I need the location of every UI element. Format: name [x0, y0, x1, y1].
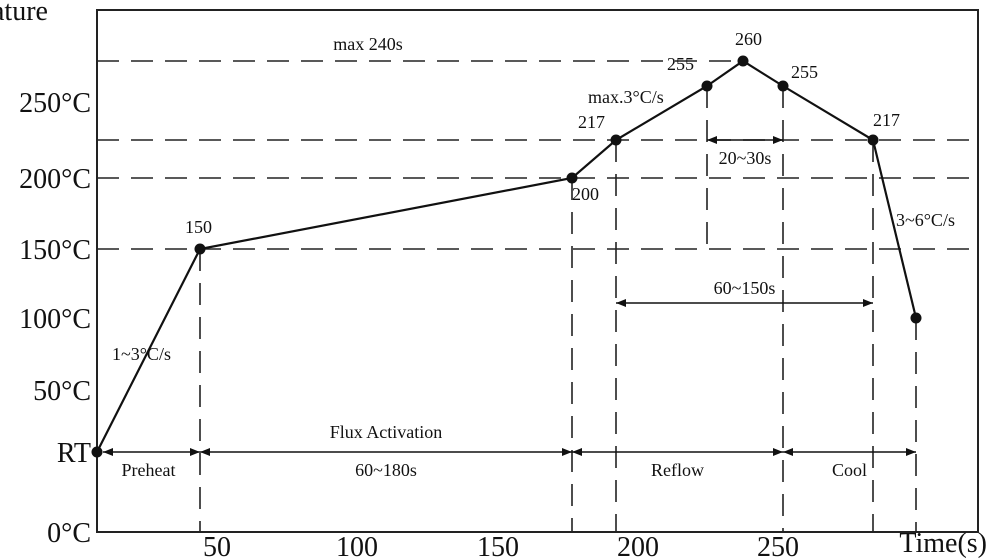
x-tick-label: 50: [203, 532, 231, 560]
arrowhead: [103, 448, 113, 456]
max-time-label: max 240s: [333, 34, 403, 54]
phase-label-cool: Cool: [832, 460, 867, 480]
data-point: [91, 446, 103, 458]
x-axis-title: Time(s): [899, 528, 987, 559]
y-tick-label: 200°C: [19, 164, 91, 195]
x-tick-label: 250: [757, 532, 799, 560]
data-label: 255: [791, 62, 818, 82]
arrowhead: [707, 136, 717, 144]
data-point: [194, 243, 206, 255]
data-point: [910, 312, 922, 324]
arrowhead: [616, 299, 626, 307]
data-label: 200: [572, 184, 599, 204]
plot-frame: [96, 9, 979, 533]
data-point: [737, 55, 749, 67]
arrowhead: [562, 448, 572, 456]
y-tick-label: 0°C: [47, 518, 91, 549]
data-label: 217: [578, 112, 605, 132]
y-tick-label: 100°C: [19, 304, 91, 335]
data-point: [867, 134, 879, 146]
data-label: 217: [873, 110, 900, 130]
y-tick-label: 250°C: [19, 88, 91, 119]
x-tick-label: 200: [617, 532, 659, 560]
phase-label-preheat: Preheat: [122, 460, 176, 480]
data-point: [777, 80, 789, 92]
data-point: [701, 80, 713, 92]
profile-line: [96, 59, 918, 453]
y-axis-title: ature: [0, 0, 48, 27]
data-label: 255: [667, 54, 694, 74]
data-label: 260: [735, 29, 762, 49]
above-liquidus-label: 60~150s: [714, 278, 776, 298]
x-tick-label: 150: [477, 532, 519, 560]
preheat-rate-label: 1~3°C/s: [112, 344, 171, 364]
arrowhead: [572, 448, 582, 456]
arrowhead: [863, 299, 873, 307]
y-tick-label: 150°C: [19, 235, 91, 266]
arrowhead: [773, 448, 783, 456]
data-point: [566, 172, 578, 184]
ramp-down-label: 3~6°C/s: [896, 210, 955, 230]
arrowhead: [200, 448, 210, 456]
arrowhead: [773, 136, 783, 144]
phase-label-reflow: Reflow: [651, 460, 704, 480]
data-label: 150: [185, 217, 212, 237]
flux-activation-label: Flux Activation: [330, 422, 443, 442]
arrowhead: [783, 448, 793, 456]
arrowhead: [906, 448, 916, 456]
peak-window-label: 20~30s: [719, 148, 772, 168]
soak-time-label: 60~180s: [355, 460, 417, 480]
y-tick-label: 50°C: [33, 376, 91, 407]
x-tick-label: 100: [336, 532, 378, 560]
y-tick-label: RT: [57, 438, 91, 469]
arrowhead: [190, 448, 200, 456]
data-point: [610, 134, 622, 146]
ramp-up-label: max.3°C/s: [588, 87, 664, 107]
